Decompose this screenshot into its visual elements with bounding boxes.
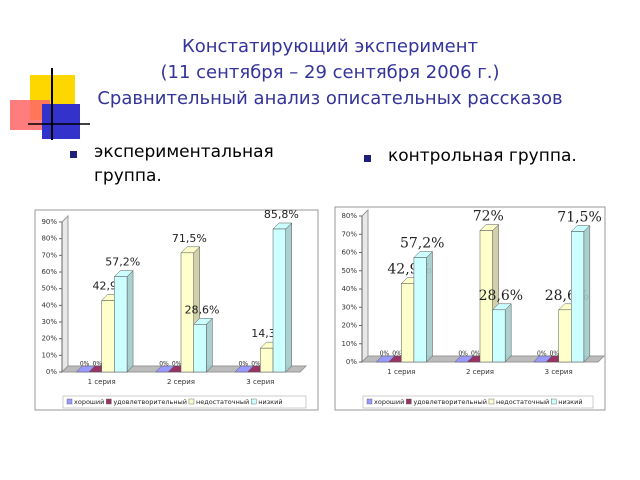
bar: [114, 276, 128, 373]
bar-side: [583, 224, 591, 363]
bar: [101, 300, 115, 373]
legend-frame: [362, 395, 594, 409]
legend-swatch: [106, 398, 112, 405]
value-label: 72%: [473, 209, 504, 225]
legend-swatch: [188, 398, 195, 405]
legend-swatch: [406, 398, 412, 405]
y-tick-label: 50%: [341, 267, 357, 275]
y-tick-label: 50%: [41, 285, 57, 293]
value-label: 0%: [239, 361, 249, 368]
value-label: 0%: [80, 361, 90, 368]
value-label: 0%: [537, 351, 547, 358]
legend-label: хороший: [74, 398, 104, 406]
value-label: 0%: [380, 351, 390, 358]
legend-label: недостаточный: [196, 398, 249, 406]
legend-swatch: [66, 398, 73, 405]
bar-side: [206, 317, 213, 373]
back-wall: [61, 214, 69, 374]
bullet-marker: [70, 151, 77, 158]
legend-label: низкий: [558, 398, 582, 406]
bullet-marker: [364, 155, 371, 162]
y-tick-label: 30%: [41, 318, 57, 326]
bar-side: [504, 303, 512, 363]
x-tick-label: 3 серия: [545, 368, 573, 376]
y-tick-label: 80%: [341, 212, 357, 220]
legend-frame: [62, 395, 307, 409]
bar-side: [126, 270, 134, 373]
chart-frame: [34, 209, 319, 411]
bar: [492, 309, 506, 363]
value-label: 0%: [172, 361, 182, 368]
back-wall: [361, 208, 369, 364]
value-label: 0%: [392, 351, 402, 358]
title-line: Сравнительный анализ описательных расска…: [97, 88, 562, 109]
y-tick-label: 70%: [41, 251, 57, 259]
legend-swatch: [251, 398, 257, 405]
value-label: 28,6%: [479, 288, 523, 304]
deco-blue: [42, 104, 80, 139]
bar-side: [426, 251, 433, 363]
y-tick-label: 40%: [41, 301, 57, 309]
y-tick-label: 10%: [341, 340, 357, 348]
value-label: 0%: [93, 361, 103, 368]
y-tick-label: 80%: [41, 235, 57, 243]
bar: [272, 228, 286, 373]
bar: [413, 257, 427, 363]
value-label: 0%: [458, 351, 468, 358]
bullet-text: контрольная группа.: [388, 146, 577, 166]
value-label: 28,6%: [185, 303, 220, 316]
bar: [180, 252, 194, 373]
y-tick-label: 60%: [341, 249, 357, 257]
bar: [571, 231, 585, 363]
value-label: 57,2%: [105, 256, 140, 269]
value-label: 85,8%: [264, 208, 299, 221]
legend-swatch: [366, 398, 373, 405]
x-tick-label: 1 серия: [387, 368, 415, 376]
value-label: 0%: [251, 361, 261, 368]
legend-swatch: [551, 398, 557, 405]
value-label: 71,5%: [172, 232, 207, 245]
y-tick-label: 90%: [41, 218, 57, 226]
y-tick-label: 30%: [341, 303, 357, 311]
bar: [479, 230, 493, 363]
y-tick-label: 70%: [341, 230, 357, 238]
title-line: Констатирующий эксперимент: [182, 36, 478, 57]
legend-label: удовлетворительный: [413, 398, 487, 406]
x-tick-label: 1 серия: [88, 378, 116, 386]
y-tick-label: 0%: [46, 368, 57, 376]
y-tick-label: 20%: [41, 335, 57, 343]
y-tick-label: 40%: [341, 285, 357, 293]
y-tick-label: 0%: [346, 358, 357, 366]
bar-side: [285, 222, 292, 373]
value-label: 0%: [550, 351, 560, 358]
x-tick-label: 2 серия: [466, 368, 494, 376]
bar: [260, 347, 274, 373]
y-tick-label: 60%: [41, 268, 57, 276]
bar: [401, 283, 415, 363]
value-label: 0%: [471, 351, 481, 358]
legend-label: недостаточный: [496, 398, 549, 406]
bullet-text: экспериментальная группа.: [94, 142, 274, 186]
x-tick-label: 3 серия: [246, 378, 274, 386]
legend-label: низкий: [258, 398, 282, 406]
legend-label: хороший: [374, 398, 404, 406]
value-label: 0%: [159, 361, 169, 368]
legend-label: удовлетворительный: [113, 398, 187, 406]
x-tick-label: 2 серия: [167, 378, 195, 386]
y-tick-label: 10%: [41, 351, 57, 359]
y-tick-label: 20%: [341, 322, 357, 330]
bar: [193, 324, 207, 373]
title-line: (11 сентября – 29 сентября 2006 г.): [161, 62, 500, 83]
value-label: 57,2%: [400, 236, 444, 252]
legend-swatch: [488, 398, 495, 405]
bar: [558, 309, 572, 363]
value-label: 71,5%: [557, 210, 601, 226]
